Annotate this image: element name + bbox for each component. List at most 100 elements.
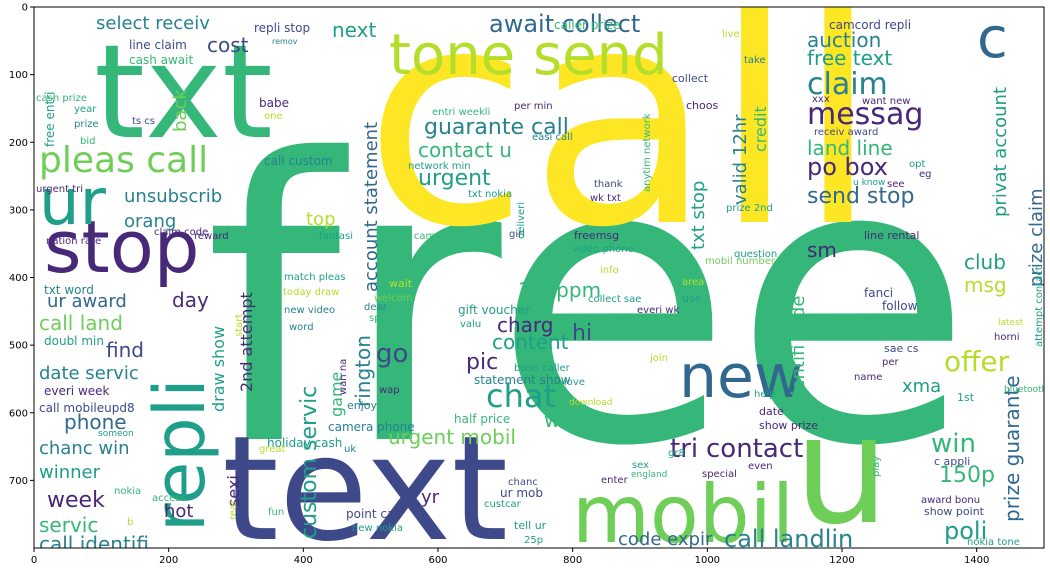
word-91: holiday cash (267, 436, 342, 450)
word-196: info (600, 265, 619, 276)
word-63: prize claim (1026, 188, 1047, 287)
word-77: yr (421, 487, 440, 508)
word-134: bid (80, 136, 95, 147)
word-41: chanc win (39, 438, 130, 459)
word-71: top (306, 209, 336, 230)
word-167: custcar (484, 499, 522, 510)
word-118: anytim network (642, 113, 653, 192)
word-119: thank (594, 179, 623, 190)
word-187: 1st (957, 391, 975, 404)
word-103: fanci (864, 286, 893, 300)
word-38: find (106, 338, 144, 362)
word-121: txt nokia (468, 189, 512, 200)
word-78: game (327, 372, 346, 417)
word-74: 2nd attempt (237, 292, 256, 392)
word-192: u know (853, 178, 885, 188)
word-159: someon (98, 429, 134, 439)
word-76: hot (164, 501, 193, 522)
x-tick-label: 800 (563, 555, 582, 566)
word-157: uk (344, 444, 356, 455)
word-122: girl (509, 229, 525, 240)
word-64: privat account (990, 87, 1011, 217)
word-27: contact u (418, 138, 512, 162)
word-113: receiv award (814, 127, 878, 138)
word-176: play (871, 456, 882, 477)
word-151: wap (379, 385, 400, 396)
word-161: access (152, 493, 186, 504)
word-23: po box (807, 153, 888, 181)
word-66: txt stop (688, 181, 709, 250)
word-1: call (364, 0, 879, 293)
word-7: ur (39, 166, 107, 240)
x-tick-label: 200 (159, 555, 178, 566)
word-62: xma (902, 376, 941, 397)
word-9: tone send (389, 23, 668, 88)
word-87: txt word (44, 283, 94, 297)
word-181: latest (998, 318, 1024, 328)
word-53: call landlin (724, 525, 853, 553)
word-155: half price (454, 412, 510, 426)
word-133: prize (74, 119, 99, 130)
word-94: new nokia (352, 523, 403, 534)
word-72: back (170, 89, 191, 132)
word-166: tell ur (514, 519, 547, 532)
word-29: go (376, 339, 408, 369)
word-5: u (794, 384, 889, 558)
y-tick-label: 600 (9, 408, 28, 419)
word-131: ts cs (132, 116, 155, 127)
word-178: award bonu (921, 495, 980, 506)
word-26: urgent (418, 166, 491, 191)
word-40: phone (64, 410, 127, 434)
word-158: great (259, 444, 286, 455)
word-61: sm (807, 238, 837, 262)
word-149: word (289, 322, 314, 333)
word-136: urgent tri (36, 184, 83, 195)
word-104: follow (882, 299, 918, 313)
word-163: real (228, 501, 239, 520)
word-137: nation rate (46, 236, 101, 247)
word-16: guarante call (424, 115, 569, 140)
word-124: choos (686, 99, 718, 112)
word-164: fun (268, 507, 284, 518)
word-139: fantasi (319, 231, 353, 242)
word-51: tri (670, 434, 698, 464)
word-96: bonu caller (514, 363, 571, 374)
x-tick-label: 600 (428, 555, 447, 566)
y-tick-label: 100 (9, 70, 28, 81)
word-168: ur mob (500, 486, 543, 500)
y-tick-label: 400 (9, 273, 28, 284)
word-83: caller prize (554, 18, 620, 32)
word-150: wan na (338, 359, 349, 395)
word-28: offer (944, 345, 1010, 378)
word-184: attempt contact (1034, 266, 1045, 347)
y-tick-label: 700 (9, 476, 28, 487)
word-86: claim code (154, 227, 208, 238)
word-19: cost (207, 33, 249, 57)
x-tick-label: 400 (294, 555, 313, 566)
word-100: freemsg (574, 229, 619, 242)
word-35: day (172, 288, 209, 312)
word-33: content (492, 330, 569, 354)
word-58: prize guarante (1000, 375, 1024, 522)
word-24: land line (807, 136, 893, 160)
word-56: 150p (939, 463, 995, 488)
word-46: custom servic (297, 386, 322, 539)
word-52: contact (706, 434, 803, 464)
word-4: mobil (572, 468, 794, 561)
word-138: reward (194, 231, 229, 242)
word-141: today draw (283, 287, 339, 298)
word-160: nokia (114, 486, 141, 497)
word-43: week (47, 488, 105, 513)
x-tick-label: 1400 (964, 555, 989, 566)
word-37: call land (39, 311, 123, 335)
word-191: eg (919, 169, 932, 180)
word-32: charg (497, 313, 554, 337)
word-125: collect (672, 72, 709, 85)
word-22: free text (807, 46, 892, 70)
word-11: new (679, 342, 803, 412)
word-169: chanc (508, 477, 538, 488)
word-95: statement show (474, 373, 571, 387)
word-47: rington (351, 335, 375, 407)
word-39: date servic (39, 363, 139, 384)
